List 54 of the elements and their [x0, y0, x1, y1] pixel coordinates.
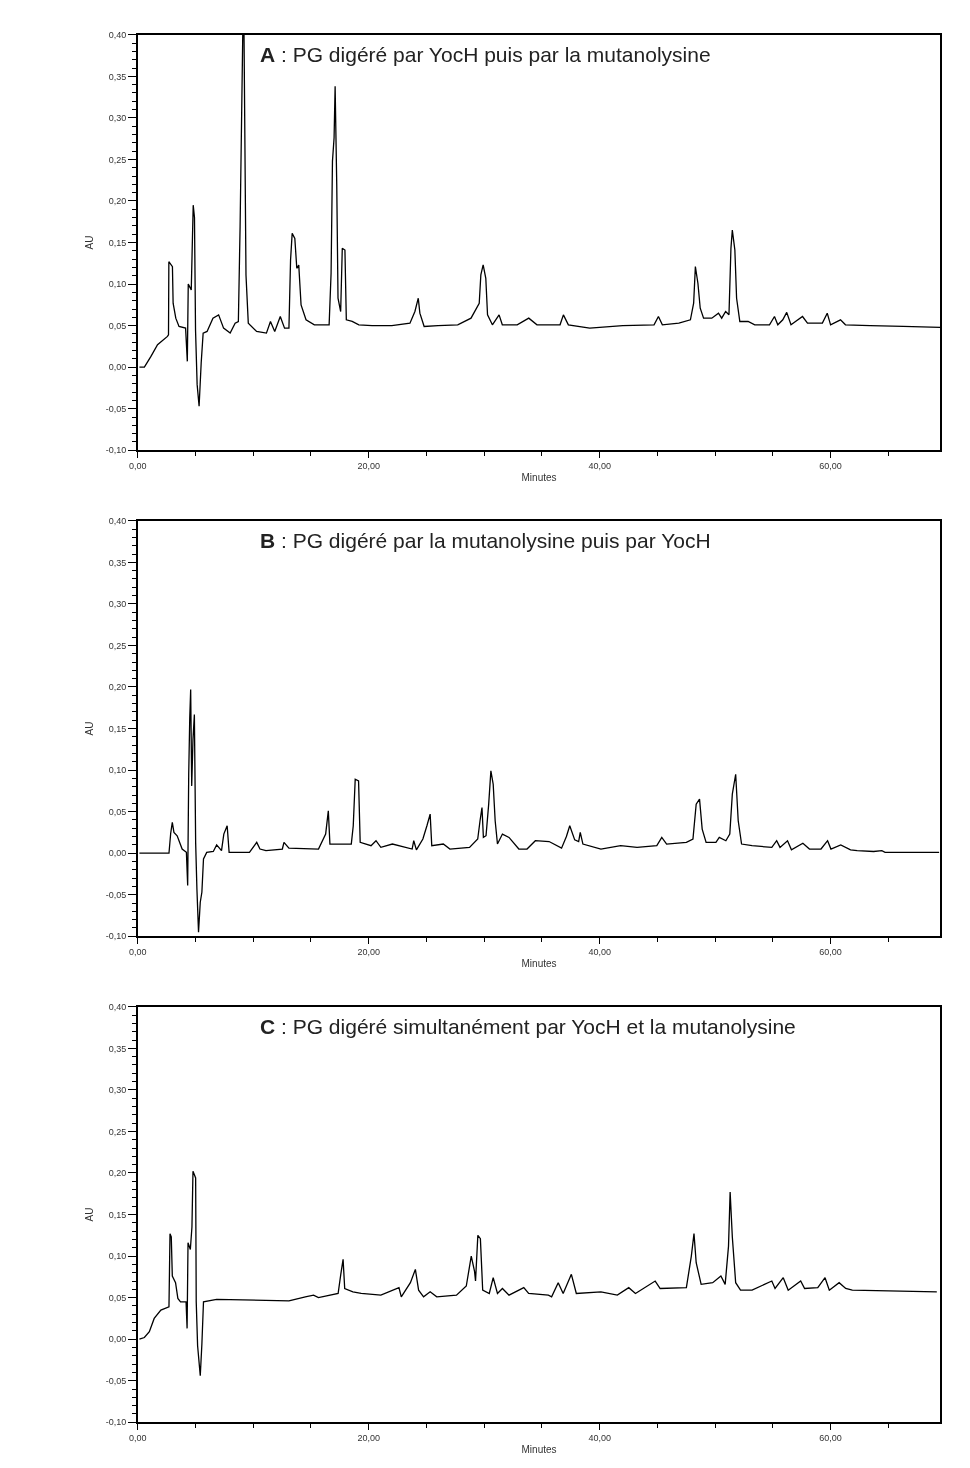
y-tick-label: 0,00: [108, 848, 127, 859]
y-tick-label: 0,25: [108, 1126, 127, 1137]
x-tick-label: 20,00: [357, 946, 380, 957]
y-tick-label: 0,25: [108, 154, 127, 165]
y-tick-label: -0,10: [105, 445, 127, 456]
x-tick-label: 60,00: [819, 946, 842, 957]
chart-title: A : PG digéré par YocH puis par la mutanolysine: [260, 43, 711, 66]
y-tick-label: 0,05: [108, 806, 127, 817]
y-tick-label: -0,05: [105, 889, 127, 900]
y-tick-label: 0,00: [108, 362, 127, 373]
x-tick-label: 0,00: [129, 946, 147, 957]
x-tick-label: 20,00: [357, 1432, 380, 1443]
y-tick-label: 0,35: [108, 71, 127, 82]
y-tick-label: 0,00: [108, 1334, 127, 1345]
y-tick-label: 0,25: [108, 640, 127, 651]
y-tick-label: -0,10: [105, 931, 127, 942]
y-tick-label: 0,20: [108, 1168, 127, 1179]
x-tick-label: 40,00: [588, 1432, 611, 1443]
y-axis-title: AU: [84, 1207, 96, 1222]
y-tick-label: 0,30: [108, 599, 127, 610]
y-axis-title: AU: [84, 721, 96, 736]
y-tick-label: -0,05: [105, 1375, 127, 1386]
x-axis-title: Minutes: [521, 957, 557, 969]
chart-title: C : PG digéré simultanément par YocH et la mutanolysine: [260, 1015, 796, 1038]
y-tick-label: 0,30: [108, 113, 127, 124]
y-tick-label: 0,35: [108, 1043, 127, 1054]
x-tick-label: 0,00: [129, 1432, 147, 1443]
y-tick-label: -0,10: [105, 1417, 127, 1428]
x-axis-title: Minutes: [521, 471, 557, 483]
x-tick-label: 20,00: [357, 460, 380, 471]
x-tick-label: 0,00: [129, 460, 147, 471]
y-tick-label: 0,15: [108, 237, 127, 248]
y-tick-label: 0,10: [108, 1251, 127, 1262]
chart-title: B : PG digéré par la mutanolysine puis par YocH: [260, 529, 711, 552]
y-tick-label: -0,05: [105, 403, 127, 414]
y-tick-label: 0,15: [108, 1209, 127, 1220]
y-tick-label: 0,10: [108, 765, 127, 776]
y-tick-label: 0,10: [108, 279, 127, 290]
x-tick-label: 40,00: [588, 460, 611, 471]
y-tick-label: 0,05: [108, 1292, 127, 1303]
y-tick-label: 0,40: [108, 515, 127, 526]
y-tick-label: 0,30: [108, 1085, 127, 1096]
x-tick-label: 40,00: [588, 946, 611, 957]
y-tick-label: 0,20: [108, 196, 127, 207]
x-axis-title: Minutes: [521, 1443, 557, 1455]
y-tick-label: 0,40: [108, 1001, 127, 1012]
x-tick-label: 60,00: [819, 460, 842, 471]
y-axis-title: AU: [84, 235, 96, 250]
y-tick-label: 0,35: [108, 557, 127, 568]
y-tick-label: 0,15: [108, 723, 127, 734]
y-tick-label: 0,20: [108, 682, 127, 693]
x-tick-label: 60,00: [819, 1432, 842, 1443]
y-tick-label: 0,40: [108, 29, 127, 40]
y-tick-label: 0,05: [108, 320, 127, 331]
